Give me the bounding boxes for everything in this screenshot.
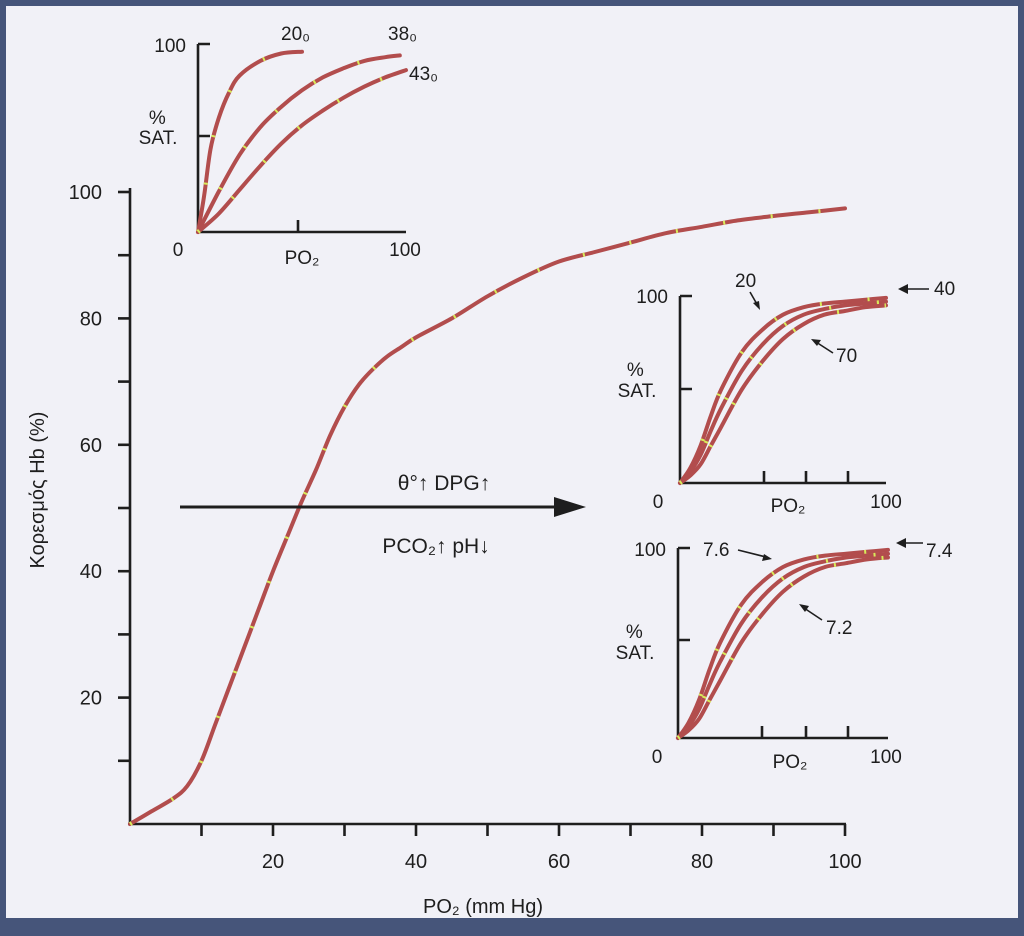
inset-dpg-y-label-line1: % (627, 360, 644, 381)
inset-temp-series-0 (196, 49, 304, 234)
shift-arrow-head (554, 497, 586, 517)
inset-temp-curves (196, 49, 408, 234)
inset-temp-series-label-2: 43₀ (409, 64, 438, 85)
inset-ph-series-1-marks (676, 551, 889, 740)
inset-temp-series-1 (196, 53, 402, 234)
inset-ph-y-top: 100 (634, 540, 666, 561)
inset-ph-y-label-line2: SAT. (616, 643, 655, 664)
inset-ph-series-1 (676, 551, 890, 740)
inset-temp-y-label-line1: % (149, 108, 166, 129)
inset-dpg-pointer-2-head (811, 339, 821, 346)
inset-temp-series-2 (196, 68, 408, 234)
main-x-tick-label: 60 (548, 851, 570, 873)
inset-ph-x-right: 100 (870, 747, 902, 768)
inset-ph-series-label-0: 7.6 (703, 540, 729, 561)
inset-ph-pointer-0 (737, 549, 767, 558)
inset-dpg-series-label-1: 40 (934, 279, 955, 300)
inset-temp-ticks (198, 42, 300, 232)
inset-ph-series-label-2: 7.2 (826, 618, 852, 639)
inset-dpg-series-1 (678, 299, 888, 485)
figure-sheet (6, 6, 1018, 918)
shift-annotation-bottom: PCO₂↑ pH↓ (382, 535, 489, 558)
inset-ph-y-label-line1: % (626, 622, 643, 643)
main-x-axis-label: PO₂ (mm Hg) (423, 896, 543, 918)
inset-ph-series-2 (676, 555, 890, 740)
inset-temp-series-label-0: 20₀ (281, 24, 310, 45)
inset-ph-series-0 (676, 547, 890, 740)
inset-temp-x-label: PO₂ (285, 248, 320, 269)
inset-ph-curves (676, 547, 890, 740)
main-y-tick-label: 100 (69, 182, 102, 204)
inset-dpg-x-left: 0 (653, 492, 664, 513)
inset-ph-x-label: PO₂ (773, 752, 808, 773)
inset-ph-pointer-2 (803, 607, 823, 621)
main-x-tick-label: 80 (691, 851, 713, 873)
inset-temp-y-label-line2: SAT. (139, 128, 178, 149)
inset-temp-x-left: 0 (173, 240, 184, 261)
inset-dpg-pointer-1-head (898, 284, 908, 294)
main-y-tick-label: 60 (80, 435, 102, 457)
inset-dpg-series-1-marks (678, 299, 887, 485)
inset-dpg-ticks (680, 294, 850, 483)
main-chart: 20 40 60 80 100 20 40 60 80 100 PO₂ (mm Hg) Κορεσ… (27, 182, 862, 918)
main-y-axis-label: Κορεσμός Hb (%) (27, 412, 49, 569)
main-curves (128, 206, 847, 826)
inset-dpg-pointer-0-head (753, 301, 760, 310)
inset-dpg-series-2 (678, 303, 888, 485)
inset-ph-x-left: 0 (652, 747, 663, 768)
main-x-tick-label: 40 (405, 851, 427, 873)
main-series-0-marks (128, 206, 846, 826)
inset-ph-series-label-1: 7.4 (926, 541, 953, 562)
inset-ph-pointer-2-head (799, 604, 809, 612)
main-y-tick-label: 40 (80, 561, 102, 583)
inset-ph-ticks (678, 546, 850, 738)
inset-temperature: 100 0 100 PO₂ % SAT. 20₀ 38₀ 43₀ (139, 24, 438, 269)
main-x-tick-label: 20 (262, 851, 284, 873)
inset-temp-y-label: % SAT. (139, 108, 178, 149)
main-series-0 (128, 206, 847, 826)
inset-temp-series-label-1: 38₀ (388, 24, 417, 45)
inset-dpg: 100 0 100 PO₂ % SAT. 20 40 70 (618, 271, 956, 517)
inset-dpg-curves (678, 295, 888, 485)
main-tick-labels: 20 40 60 80 100 20 40 60 80 100 (69, 182, 862, 873)
inset-dpg-series-label-0: 20 (735, 271, 756, 292)
inset-ph-y-label: % SAT. (616, 622, 655, 664)
inset-ph-pointer-1-head (896, 538, 906, 548)
inset-dpg-pointer-2 (815, 341, 834, 354)
inset-temp-x-right: 100 (389, 240, 421, 261)
inset-temp-y-top: 100 (154, 36, 186, 57)
inset-dpg-series-2-marks (678, 303, 887, 485)
inset-dpg-y-top: 100 (636, 287, 668, 308)
inset-ph-series-2-marks (676, 555, 889, 740)
inset-dpg-x-right: 100 (870, 492, 902, 513)
inset-dpg-x-label: PO₂ (771, 496, 806, 517)
main-ticks (118, 190, 847, 836)
inset-ph: 100 0 100 PO₂ % SAT. 7.6 7.4 7.2 (616, 538, 953, 773)
inset-ph-pointer-0-head (762, 554, 772, 561)
main-y-tick-label: 80 (80, 308, 102, 330)
inset-dpg-series-label-2: 70 (836, 346, 857, 367)
inset-dpg-y-label-line2: SAT. (618, 381, 657, 402)
inset-dpg-y-label: % SAT. (618, 360, 657, 402)
main-y-tick-label: 20 (80, 688, 102, 710)
shift-annotation-top: θ°↑ DPG↑ (398, 472, 490, 495)
main-x-tick-label: 100 (828, 851, 861, 873)
inset-dpg-series-0 (678, 295, 888, 485)
